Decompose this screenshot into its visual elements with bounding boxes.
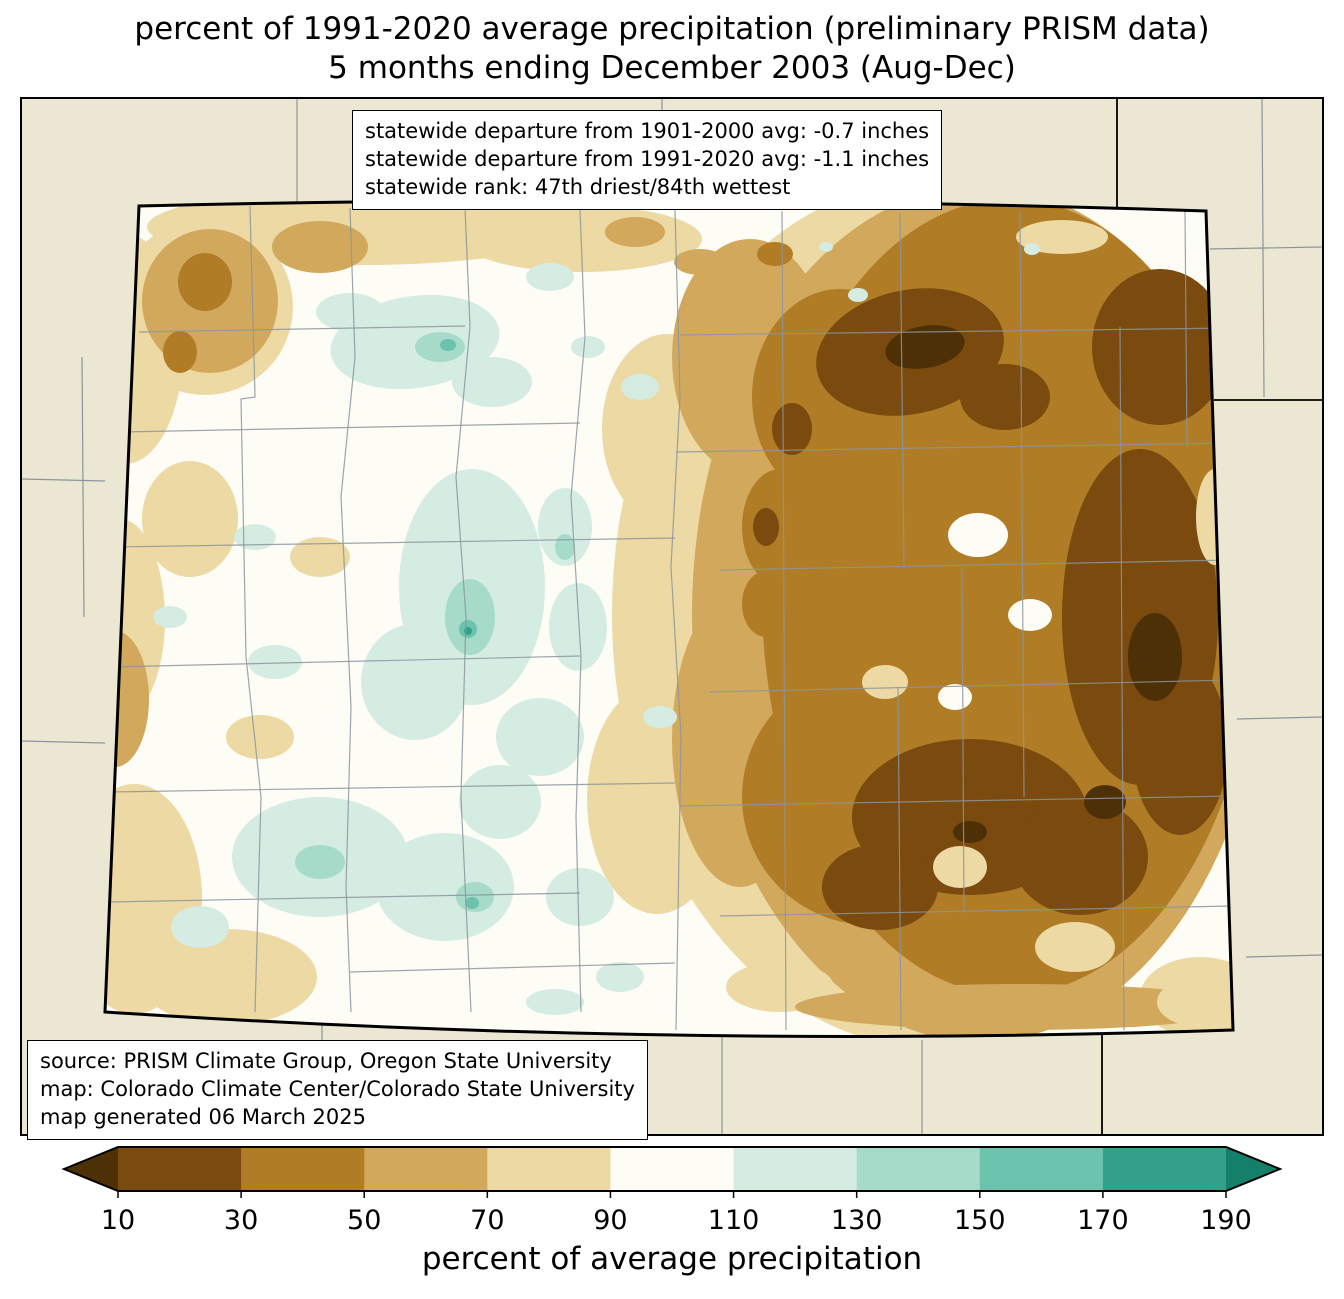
colorado-precipitation-map xyxy=(22,99,1322,1134)
stats-line-1: statewide departure from 1901-2000 avg: … xyxy=(365,119,930,143)
title-line-2: 5 months ending December 2003 (Aug-Dec) xyxy=(328,50,1016,86)
east-light-pockets xyxy=(726,220,1233,1030)
colorbar-tick-label: 50 xyxy=(347,1205,381,1236)
fill-150-170-layer xyxy=(440,339,479,909)
fill-10-30-layer xyxy=(753,269,1228,930)
colorbar-tick-label: 130 xyxy=(831,1205,883,1236)
fill-130-150-layer xyxy=(295,332,575,912)
figure-title: percent of 1991-2020 average precipitati… xyxy=(0,10,1344,88)
colorbar-segment xyxy=(1102,1147,1227,1191)
map-axes xyxy=(20,97,1324,1136)
fill-110-130-layer xyxy=(153,263,677,1015)
colorbar-tick-label: 190 xyxy=(1200,1205,1252,1236)
colorbar-segment xyxy=(487,1147,612,1191)
colorbar-segments xyxy=(64,1147,1280,1191)
colorbar-ticks: 10 30 50 70 90 110 130 150 170 190 xyxy=(101,1191,1252,1236)
colorbar-tick-label: 70 xyxy=(470,1205,504,1236)
state-interior xyxy=(105,200,1233,1037)
colorbar-segment xyxy=(733,1147,858,1191)
title-line-1: percent of 1991-2020 average precipitati… xyxy=(134,11,1210,47)
stats-line-3: statewide rank: 47th driest/84th wettest xyxy=(365,175,791,199)
neighbor-state-borders xyxy=(1101,99,1322,1134)
colorbar-arrow-low xyxy=(64,1147,118,1191)
stats-line-2: statewide departure from 1991-2020 avg: … xyxy=(365,147,930,171)
colorbar-tick-label: 150 xyxy=(954,1205,1006,1236)
source-box: source: PRISM Climate Group, Oregon Stat… xyxy=(27,1040,648,1140)
colorbar-arrow-high xyxy=(1226,1147,1280,1191)
colorbar-segment xyxy=(364,1147,488,1191)
colorbar-tick-label: 170 xyxy=(1077,1205,1129,1236)
colorbar-axis-label: percent of average precipitation xyxy=(422,1241,922,1277)
colorbar-tick-label: 90 xyxy=(593,1205,627,1236)
source-line-2: map: Colorado Climate Center/Colorado St… xyxy=(40,1077,635,1101)
colorbar-segment xyxy=(118,1147,242,1191)
colorbar-segment xyxy=(979,1147,1104,1191)
colorbar-segment xyxy=(241,1147,365,1191)
colorbar-segment xyxy=(610,1147,735,1191)
colorbar: 10 30 50 70 90 110 130 150 170 190 percent of ave… xyxy=(61,1146,1283,1277)
colorbar-tick-label: 10 xyxy=(101,1205,135,1236)
colorbar-tick-label: 30 xyxy=(224,1205,258,1236)
source-line-1: source: PRISM Climate Group, Oregon Stat… xyxy=(40,1049,612,1073)
source-line-3: map generated 06 March 2025 xyxy=(40,1105,367,1129)
county-boundaries xyxy=(106,205,1233,1031)
stats-box: statewide departure from 1901-2000 avg: … xyxy=(352,110,943,210)
fill-under-10-layer xyxy=(885,325,1182,843)
colorbar-tick-label: 110 xyxy=(708,1205,760,1236)
colorbar-segment xyxy=(856,1147,981,1191)
